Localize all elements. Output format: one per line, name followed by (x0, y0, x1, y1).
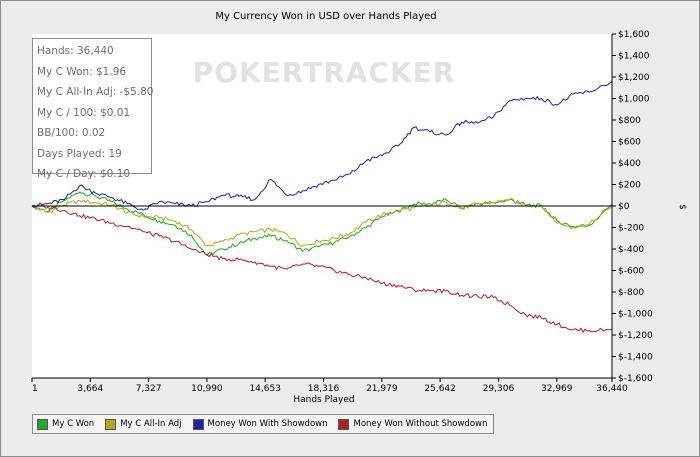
x-tick-label: 32,969 (541, 384, 573, 394)
y-tick-label: $400 (618, 159, 641, 169)
x-tick-label: 1 (32, 384, 38, 394)
y-tick-label: $1,200 (618, 73, 650, 83)
y-tick-label: $-800 (618, 288, 644, 298)
y-tick-label: $-400 (618, 245, 644, 255)
stats-box: Hands: 36,440 My C Won: $1.96 My C All-In … (32, 38, 154, 180)
y-tick-label: $800 (618, 116, 641, 126)
x-axis-title: Hands Played (293, 395, 354, 405)
y-tick-label: $0 (618, 202, 630, 212)
stat-line: Hands: 36,440 (37, 45, 114, 57)
stat-line: My C All-In Adj: -$5.80 (37, 86, 154, 98)
x-tick-label: 7,327 (136, 384, 162, 394)
y-tick-label: $1,600 (618, 30, 650, 40)
y-tick-label: $-1,000 (618, 310, 653, 320)
legend-label: My C Won (52, 419, 95, 429)
stat-line: My C / 100: $0.01 (37, 106, 131, 119)
x-tick-label: 36,440 (596, 384, 628, 394)
legend-label: Money Won Without Showdown (353, 419, 488, 429)
legend-swatch (105, 418, 117, 430)
y-tick-label: $-1,200 (618, 331, 653, 341)
legend-item[interactable]: My C Won (37, 418, 95, 430)
y-tick-label: $-1,600 (618, 374, 653, 384)
series-line (31, 204, 613, 334)
legend: My C Won My C All-In Adj Money Won With Sh… (32, 414, 495, 434)
y-tick-label: $-200 (618, 224, 644, 234)
watermark-logo: POKERTRACKER (193, 56, 456, 89)
series-line (31, 80, 613, 211)
y-tick-label: $200 (618, 181, 641, 191)
stat-line: Days Played: 19 (37, 147, 122, 160)
y-tick-label: $1,000 (618, 95, 650, 105)
series-line (31, 197, 613, 247)
x-tick-label: 3,664 (77, 384, 103, 394)
x-tick-label: 14,653 (249, 384, 281, 394)
legend-label: My C All-In Adj (120, 419, 182, 429)
legend-swatch (338, 418, 350, 430)
y-tick-label: $1,400 (618, 52, 650, 62)
chart-title: My Currency Won in USD over Hands Played (215, 11, 436, 22)
y-axis-title: $ (677, 204, 687, 210)
stat-line: BB/100: 0.02 (37, 127, 106, 139)
legend-label: Money Won With Showdown (207, 419, 328, 429)
stat-line: My C Won: $1.96 (37, 65, 127, 78)
legend-item[interactable]: Money Won Without Showdown (338, 418, 488, 430)
legend-swatch (192, 418, 204, 430)
y-tick-label: $600 (618, 138, 641, 148)
x-tick-label: 25,642 (424, 384, 456, 394)
legend-item[interactable]: Money Won With Showdown (192, 418, 328, 430)
legend-swatch (37, 418, 48, 430)
x-tick-label: 21,979 (366, 384, 398, 394)
legend-item[interactable]: My C All-In Adj (105, 418, 182, 430)
y-tick-label: $-600 (618, 267, 644, 277)
y-tick-label: $-1,400 (618, 353, 653, 363)
x-tick-label: 29,306 (483, 384, 515, 394)
x-tick-label: 18,316 (308, 384, 340, 394)
stat-line: My C / Day: $0.10 (37, 168, 131, 180)
x-tick-label: 10,990 (191, 384, 223, 394)
